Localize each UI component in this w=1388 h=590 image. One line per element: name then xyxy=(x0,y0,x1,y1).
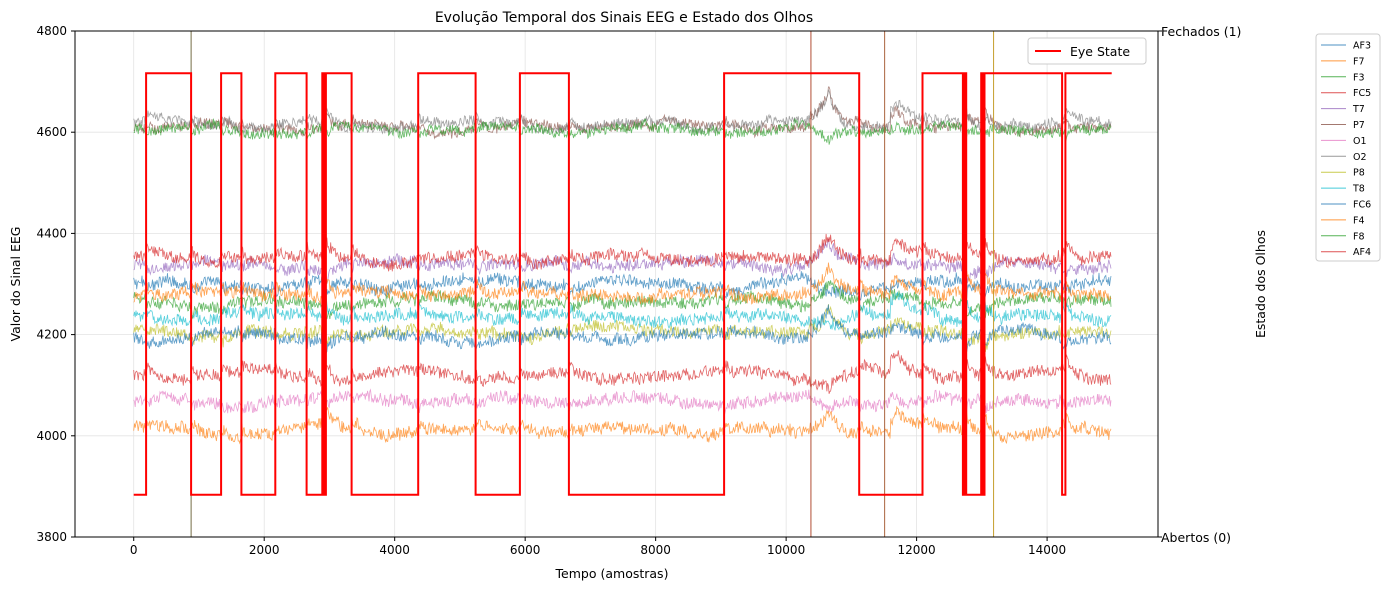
legend-label-fc6: FC6 xyxy=(1353,200,1371,211)
legend-label-p8: P8 xyxy=(1353,168,1365,179)
legend-label-t8: T8 xyxy=(1352,184,1365,195)
x-tick-label: 12000 xyxy=(898,543,936,557)
legend-label-f3: F3 xyxy=(1353,72,1365,83)
y-axis-label: Valor do Sinal EEG xyxy=(8,227,23,342)
legend-label-f8: F8 xyxy=(1353,231,1365,242)
x-tick-label: 8000 xyxy=(640,543,671,557)
axes: 0 2000 4000 6000 8000 10000 12000 14000 3800 4000… xyxy=(36,24,1241,557)
legend-label-o1: O1 xyxy=(1353,136,1367,147)
y-tick-label: 4800 xyxy=(36,24,67,38)
y-tick-label: 4200 xyxy=(36,328,67,342)
x-tick-label: 2000 xyxy=(249,543,280,557)
legend-label-f4: F4 xyxy=(1353,215,1365,226)
series-line-o1 xyxy=(133,388,1112,417)
y2-tick-label: Abertos (0) xyxy=(1161,530,1231,545)
series-line-t8 xyxy=(133,291,1112,331)
series-line-fc6 xyxy=(133,304,1112,355)
channel-legend: AF3 F7 F3 FC5 T7 P7 O1 O2 P8 T8 FC6 F4 F8 AF4 xyxy=(1315,33,1381,262)
series-line-f4 xyxy=(133,262,1112,305)
series-line-f8 xyxy=(133,117,1112,145)
legend-box xyxy=(1027,37,1147,65)
plot-frame xyxy=(74,30,1159,538)
legend-box xyxy=(1315,33,1381,262)
y2-axis-label: Estado dos Olhos xyxy=(1253,230,1268,338)
series-line-af4 xyxy=(133,233,1112,272)
legend-label-af4: AF4 xyxy=(1353,247,1371,258)
series-line-f7 xyxy=(133,405,1112,445)
legend-label-eye-state: Eye State xyxy=(1070,44,1130,59)
y-tick-label: 3800 xyxy=(36,530,67,544)
y-tick-label: 4400 xyxy=(36,226,67,240)
eye-state-legend: Eye State xyxy=(1027,37,1147,65)
series-line-af3 xyxy=(133,271,1112,301)
legend-label-p7: P7 xyxy=(1353,120,1365,131)
x-tick-label: 0 xyxy=(130,543,138,557)
eye-state-line xyxy=(133,72,1112,496)
legend-label-o2: O2 xyxy=(1353,152,1367,163)
series-line-o2 xyxy=(133,88,1112,136)
legend-label-t7: T7 xyxy=(1352,104,1365,115)
x-tick-label: 4000 xyxy=(379,543,410,557)
y2-tick-label: Fechados (1) xyxy=(1161,24,1241,39)
series-line-fc5 xyxy=(133,350,1112,394)
y-tick-label: 4000 xyxy=(36,429,67,443)
x-tick-label: 6000 xyxy=(510,543,541,557)
x-tick-label: 14000 xyxy=(1028,543,1066,557)
x-axis-label: Tempo (amostras) xyxy=(555,566,669,581)
chart-title: Evolução Temporal dos Sinais EEG e Estad… xyxy=(435,10,813,26)
series-line-t7 xyxy=(133,238,1112,285)
legend-label-f7: F7 xyxy=(1353,56,1365,67)
y-tick-label: 4600 xyxy=(36,125,67,139)
legend-label-af3: AF3 xyxy=(1353,41,1371,52)
series-line-p8 xyxy=(133,304,1112,353)
legend-label-fc5: FC5 xyxy=(1353,88,1371,99)
x-tick-label: 10000 xyxy=(767,543,805,557)
